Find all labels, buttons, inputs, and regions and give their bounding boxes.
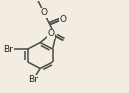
Text: O: O [40,8,47,17]
Text: Br: Br [28,75,38,84]
Text: Br: Br [3,45,13,54]
Text: O: O [59,15,66,24]
Text: O: O [47,29,54,38]
